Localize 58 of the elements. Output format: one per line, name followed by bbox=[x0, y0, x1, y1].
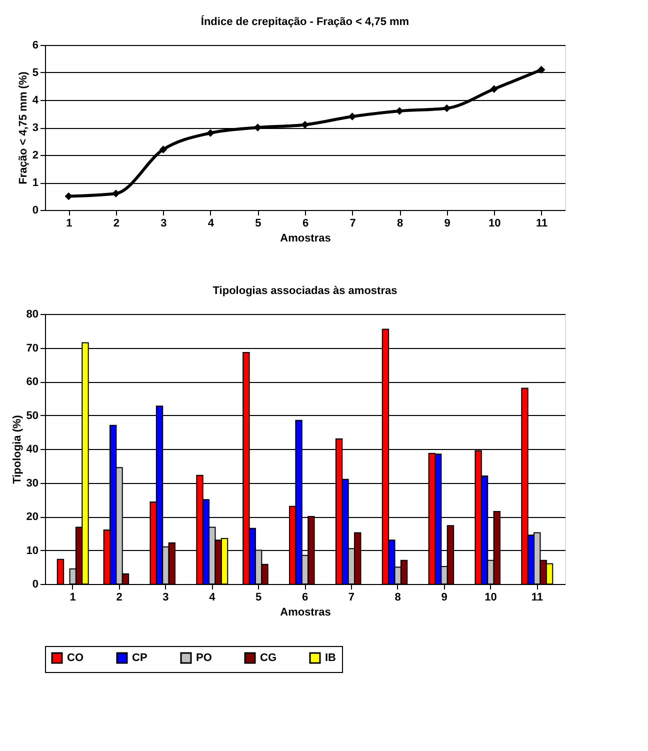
y-tick-label: 30 bbox=[26, 477, 38, 490]
point bbox=[537, 66, 546, 74]
x-tick-label: 8 bbox=[394, 592, 401, 604]
point bbox=[159, 146, 168, 154]
legend-label: CO bbox=[67, 652, 84, 664]
point bbox=[490, 85, 498, 93]
y-tick-label: 40 bbox=[26, 444, 38, 456]
x-tick-label: 4 bbox=[209, 592, 216, 604]
x-tick-label: 6 bbox=[302, 218, 309, 230]
x-tick-label: 11 bbox=[531, 592, 543, 604]
x-tick-label: 5 bbox=[256, 592, 262, 604]
y-tick-label: 3 bbox=[32, 122, 38, 134]
point bbox=[301, 120, 309, 129]
x-tick-label: 9 bbox=[441, 592, 448, 604]
legend-label: PO bbox=[196, 652, 212, 664]
x-tick-label: 2 bbox=[116, 592, 122, 604]
chart-title: Tipologias associadas às amostras bbox=[212, 285, 398, 297]
y-tick-label: 50 bbox=[26, 410, 38, 422]
y-tick-label: 6 bbox=[32, 40, 38, 52]
x-tick-label: 1 bbox=[66, 218, 72, 230]
y-axis-title: Tipologia (%) bbox=[11, 414, 24, 484]
point bbox=[442, 104, 451, 112]
point bbox=[206, 129, 214, 137]
x-tick-label: 1 bbox=[70, 592, 76, 604]
y-tick-label: 10 bbox=[26, 544, 38, 557]
point bbox=[396, 107, 404, 115]
y-tick-label: 5 bbox=[32, 67, 38, 79]
y-tick-label: 70 bbox=[26, 342, 38, 354]
point bbox=[112, 190, 120, 198]
y-tick-label: 1 bbox=[32, 177, 38, 189]
y-tick-label: 80 bbox=[26, 308, 38, 320]
x-tick-label: 3 bbox=[162, 592, 169, 604]
legend-label: CG bbox=[260, 652, 276, 664]
x-tick-label: 7 bbox=[348, 592, 354, 604]
x-tick-label: 5 bbox=[255, 218, 262, 230]
y-tick-label: 0 bbox=[32, 204, 38, 216]
x-tick-label: 2 bbox=[113, 218, 120, 230]
x-tick-label: 4 bbox=[208, 218, 215, 230]
x-tick-label: 7 bbox=[350, 218, 356, 230]
chart-title: Índice de crepitação - Fração < 4,75 mm bbox=[200, 15, 410, 28]
x-tick-label: 11 bbox=[536, 218, 548, 230]
x-tick-label: 10 bbox=[484, 592, 497, 604]
y-axis-title: Fração < 4,75 mm (%) bbox=[17, 71, 30, 184]
x-tick-label: 6 bbox=[302, 592, 308, 604]
x-axis-title: Amostras bbox=[280, 232, 331, 244]
x-tick-label: 10 bbox=[488, 218, 501, 230]
bar bbox=[56, 558, 64, 584]
legend-label: CP bbox=[132, 652, 148, 664]
x-tick-label: 3 bbox=[160, 218, 167, 230]
legend-label: IB bbox=[325, 652, 336, 664]
y-tick-label: 60 bbox=[26, 376, 38, 388]
x-tick-label: 9 bbox=[444, 218, 450, 230]
y-tick-label: 0 bbox=[32, 578, 38, 590]
y-tick-label: 4 bbox=[32, 94, 40, 106]
x-axis-title: Amostras bbox=[280, 606, 331, 618]
x-tick-label: 8 bbox=[396, 218, 404, 230]
y-tick-label: 2 bbox=[32, 150, 38, 162]
y-tick-label: 20 bbox=[26, 511, 38, 523]
